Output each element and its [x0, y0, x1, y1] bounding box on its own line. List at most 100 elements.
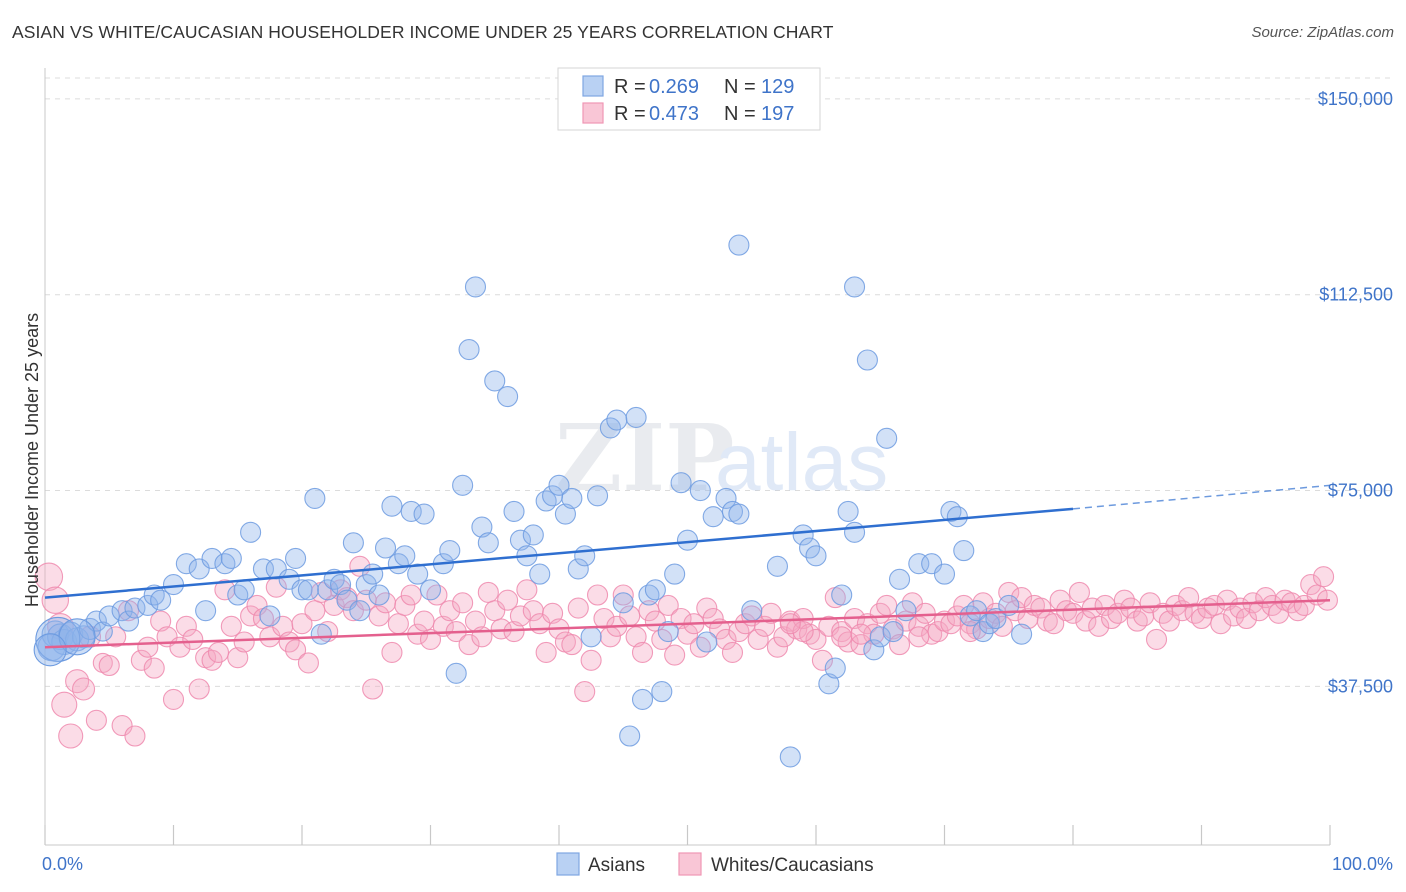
whites-point-161 [1068, 581, 1090, 603]
whites-point-162 [1075, 610, 1097, 632]
asians-point-76 [586, 485, 609, 507]
whites-point-0 [34, 562, 64, 591]
whites-point-54 [381, 641, 403, 663]
asians-point-62 [497, 386, 519, 408]
asians-point-13 [124, 597, 146, 619]
whites-point-205 [908, 626, 930, 648]
asians-point-18 [175, 553, 197, 575]
asians-point-51 [413, 503, 435, 525]
whites-point-201 [792, 621, 814, 643]
asians-point-120 [946, 506, 968, 528]
whites-point-11 [105, 626, 127, 648]
watermark: ZIP atlas [555, 404, 888, 512]
y-tick-label-1: $75,000 [1328, 481, 1393, 501]
asians-point-63 [503, 500, 525, 522]
asians-point-109 [856, 349, 878, 371]
asians-point-128 [1011, 623, 1033, 645]
asians-point-106 [837, 500, 859, 522]
bottom-legend-swatch-whites [678, 852, 702, 876]
whites-point-20 [162, 688, 185, 710]
y-tick-label-0: $37,500 [1328, 676, 1393, 696]
whites-point-4 [58, 723, 84, 749]
whites-point-97 [657, 594, 679, 616]
asians-point-79 [612, 592, 634, 614]
whites-point-75 [516, 579, 538, 601]
asians-point-46 [381, 495, 403, 517]
asians-point-91 [696, 631, 718, 653]
whites-point-115 [773, 626, 795, 648]
asians-point-123 [966, 600, 988, 622]
asians-point-52 [419, 579, 442, 601]
asians-point-96 [728, 234, 750, 256]
asians-point-14 [137, 594, 159, 616]
asians-point-108 [843, 276, 866, 298]
asians-point-105 [831, 584, 853, 606]
whites-point-157 [1043, 613, 1065, 635]
asians-point-26 [240, 521, 262, 543]
whites-point-120 [805, 628, 827, 650]
whites-point-137 [914, 602, 936, 624]
asians-cluster-point-0 [35, 616, 81, 662]
asians-point-99 [779, 746, 801, 768]
whites-point-121 [811, 649, 833, 671]
legend-n-label-1: N = [724, 76, 756, 98]
asians-point-84 [644, 579, 666, 601]
x-tick-labels: 0.0% 100.0% [42, 854, 1393, 874]
whites-point-14 [124, 725, 146, 747]
source-credit: Source: ZipAtlas.com [1251, 24, 1394, 41]
whites-point-31 [233, 631, 255, 653]
asians-point-113 [882, 621, 904, 643]
asians-point-103 [818, 673, 840, 695]
asians-point-89 [676, 529, 699, 551]
y-tick-labels: $37,500 $75,000 $112,500 $150,000 [1318, 89, 1393, 697]
asians-point-31 [285, 547, 307, 569]
whites-point-18 [150, 610, 172, 632]
asians-point-60 [477, 532, 499, 554]
whites-point-187 [1235, 607, 1258, 630]
asians-point-110 [863, 639, 885, 661]
asians-point-100 [792, 524, 814, 546]
legend-n-value-1: 129 [761, 76, 794, 98]
whites-point-83 [567, 597, 589, 619]
y-axis-label: Householder Income Under 25 years [22, 313, 42, 607]
whites-point-82 [561, 634, 583, 656]
whites-point-199 [1313, 566, 1335, 588]
whites-point-206 [959, 621, 981, 643]
whites-point-57 [400, 584, 422, 606]
asians-point-112 [876, 427, 898, 449]
asians-point-75 [580, 626, 602, 648]
asians-point-114 [888, 568, 911, 590]
whites-point-202 [779, 613, 801, 635]
x-tick-label-start: 0.0% [42, 854, 83, 874]
asians-point-66 [522, 524, 544, 546]
whites-point-203 [831, 626, 853, 648]
whites-point-40 [291, 613, 313, 635]
asians-point-44 [368, 584, 390, 606]
legend-swatch-whites [582, 102, 604, 124]
asians-point-16 [150, 589, 172, 611]
bottom-legend: Asians Whites/Caucasians [556, 852, 874, 876]
whites-point-59 [413, 610, 435, 632]
whites-point-30 [227, 647, 249, 669]
legend-n-value-2: 197 [761, 103, 794, 125]
legend-r-label-2: R = [614, 103, 646, 125]
whites-point-28 [214, 579, 236, 601]
whites-point-29 [220, 615, 242, 637]
asians-point-49 [400, 500, 422, 522]
asians-point-80 [619, 725, 641, 747]
asians-point-41 [349, 600, 371, 622]
whites-point-111 [747, 628, 769, 650]
whites-point-86 [586, 584, 609, 606]
whites-point-8 [85, 709, 107, 731]
watermark-atlas: atlas [715, 417, 888, 508]
legend-box: R = 0.269 N = 129 R = 0.473 N = 197 [557, 67, 821, 131]
asians-point-92 [702, 506, 724, 528]
asians-point-25 [233, 579, 255, 601]
whites-point-142 [946, 605, 968, 627]
bottom-legend-swatch-asians [556, 852, 580, 876]
asians-point-64 [509, 529, 532, 551]
asians-trend-line [44, 507, 1074, 599]
asians-trend-extension [1072, 484, 1331, 510]
whites-point-10 [98, 654, 120, 677]
